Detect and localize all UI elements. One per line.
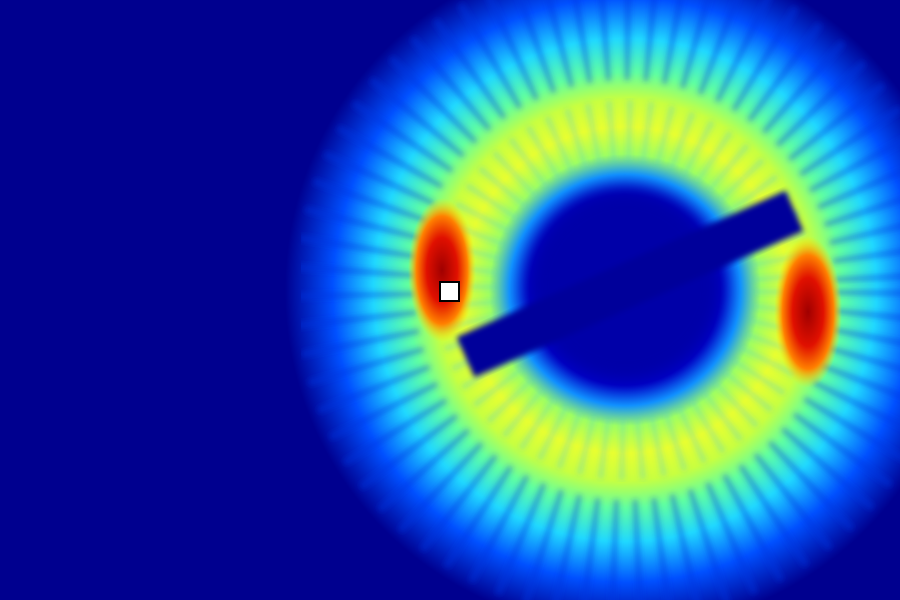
hot-spot-left — [408, 198, 476, 342]
marker — [439, 281, 460, 302]
diagonal-band — [456, 190, 804, 378]
hot-spot-right — [774, 236, 842, 388]
radial-spokes — [295, 0, 900, 600]
